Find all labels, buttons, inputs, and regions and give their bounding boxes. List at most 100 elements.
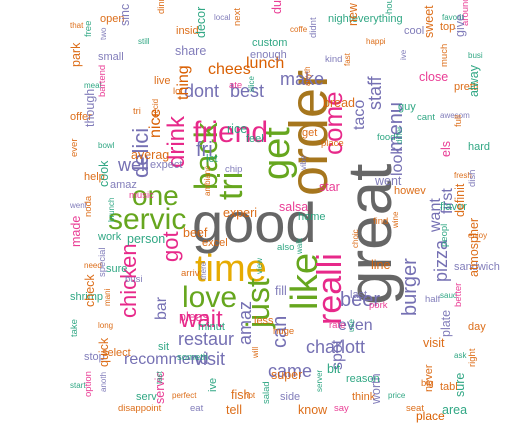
cloud-word-small: mani [103,288,112,306]
cloud-word-small: perfect [172,391,197,400]
cloud-word-small: get [302,127,318,139]
cloud-word-small: visit [423,336,445,350]
cloud-word-small: lot [173,86,184,97]
cloud-word-small: busi [125,274,143,285]
cloud-word-small: bowl [98,141,115,150]
cloud-word-small: day [468,321,486,333]
cloud-word-small: decid [151,98,160,118]
cloud-word-small: insid [176,25,199,37]
cloud-word-small: rice [227,122,248,136]
cloud-word-small: area [442,403,468,417]
cloud-word-small: howev [394,185,426,197]
cloud-word-small: choic [351,229,360,248]
cloud-word-small: dish [467,169,478,187]
cloud-word-small: salsa [279,200,309,214]
cloud-word-small: take [69,319,80,337]
cloud-word-small: small [98,51,124,63]
cloud-word-small: two [99,27,108,40]
cloud-word-small: rate [329,320,346,331]
cloud-word: bar [153,296,170,320]
cloud-word-small: amaz [110,179,137,191]
cloud-word-small: offer [70,111,92,123]
cloud-word-small: option [83,371,94,397]
cloud-word-small: sauc [440,291,457,300]
cloud-word-small: also [277,242,295,253]
cloud-word-small: let [206,153,218,165]
cloud-word-small: server [315,369,324,392]
cloud-word: fri [196,139,213,161]
cloud-word-small: coffe [290,25,308,34]
cloud-word-small: sandwich [454,261,500,273]
cloud-word-small: hour [384,0,395,14]
cloud-word-small: next [232,8,243,26]
cloud-word: came [268,361,313,381]
cloud-word-small: work [98,231,122,243]
cloud-word-small: brunch [107,197,116,222]
cloud-word-small: someth [177,352,209,363]
cloud-word-small: check [83,274,97,307]
cloud-word-small: shrimp [70,291,104,303]
cloud-word-small: nighteverything [328,13,403,25]
cloud-word-small: close [419,70,449,84]
cloud-word: charlott [306,337,366,357]
cloud-word-small: super [271,368,303,382]
cloud-word-small: beef [183,226,208,240]
cloud-word-small: fast [343,53,352,66]
cloud-word-small: better [453,282,464,307]
cloud-word-small: differ [395,126,404,144]
cloud-word-small: help [84,171,105,183]
cloud-word-small: think [352,391,376,403]
cloud-word-small: bit [327,362,341,376]
cloud-word-small: plate [439,309,453,337]
cloud-word-small: enjoy [468,231,488,240]
cloud-word-small: ive [399,49,408,60]
cloud-word-small: long [98,321,114,330]
cloud-word-small: vibe [299,155,308,170]
cloud-word: wait [180,306,223,333]
cloud-word-small: went [375,174,402,188]
cloud-word-small: start [70,381,86,390]
cloud-word-small: reason [346,373,380,385]
cloud-word-small: guy [398,101,416,113]
cloud-word-small: tell [226,403,242,417]
cloud-word-small: sure [106,263,128,275]
cloud-word-small: half [425,294,441,305]
cloud-word-small: made [69,215,83,247]
cloud-word-small: wine [391,211,400,228]
cloud-word-small: tabl [440,381,458,393]
cloud-word-small: less [254,315,274,327]
cloud-word-small: cool [404,25,425,37]
cloud-word-small: know [298,403,328,417]
cloud-word-small: star [319,180,340,194]
cloud-word-small: salad [261,381,272,404]
cloud-word-small: there [199,261,208,280]
cloud-word-small: fresh [454,171,472,180]
cloud-word-small: awesom [440,111,470,120]
cloud-word-small: slice [247,75,256,92]
cloud-word-small: tri [133,106,141,117]
cloud-word-small: atmospher [467,217,481,277]
cloud-word-small: fish [231,388,251,402]
cloud-word-small: decor [194,6,208,38]
cloud-word-small: els [439,141,453,157]
cloud-word-small: top [440,21,456,33]
cloud-word-small: pretti [454,81,479,93]
cloud-word-small: home [298,211,326,223]
cloud-word-small: minut [198,321,225,333]
cloud-word: burger [399,258,421,316]
cloud-word-small: park [69,42,83,67]
cloud-word-small: price [388,391,406,400]
cloud-word: good [192,191,317,254]
cloud-word-small: ask [454,351,467,360]
cloud-word-small: ambianc [203,165,212,196]
cloud-word-small: ive [207,377,219,392]
cloud-word-small: select [102,347,131,359]
cloud-word-small: place [321,138,344,149]
cloud-word: recommend [124,351,209,368]
cloud-word: friend [193,116,269,149]
cloud-word: servic [108,203,187,236]
cloud-word-small: feel [246,133,264,145]
cloud-word-small: big [421,378,434,389]
cloud-word-small: full [453,114,464,127]
